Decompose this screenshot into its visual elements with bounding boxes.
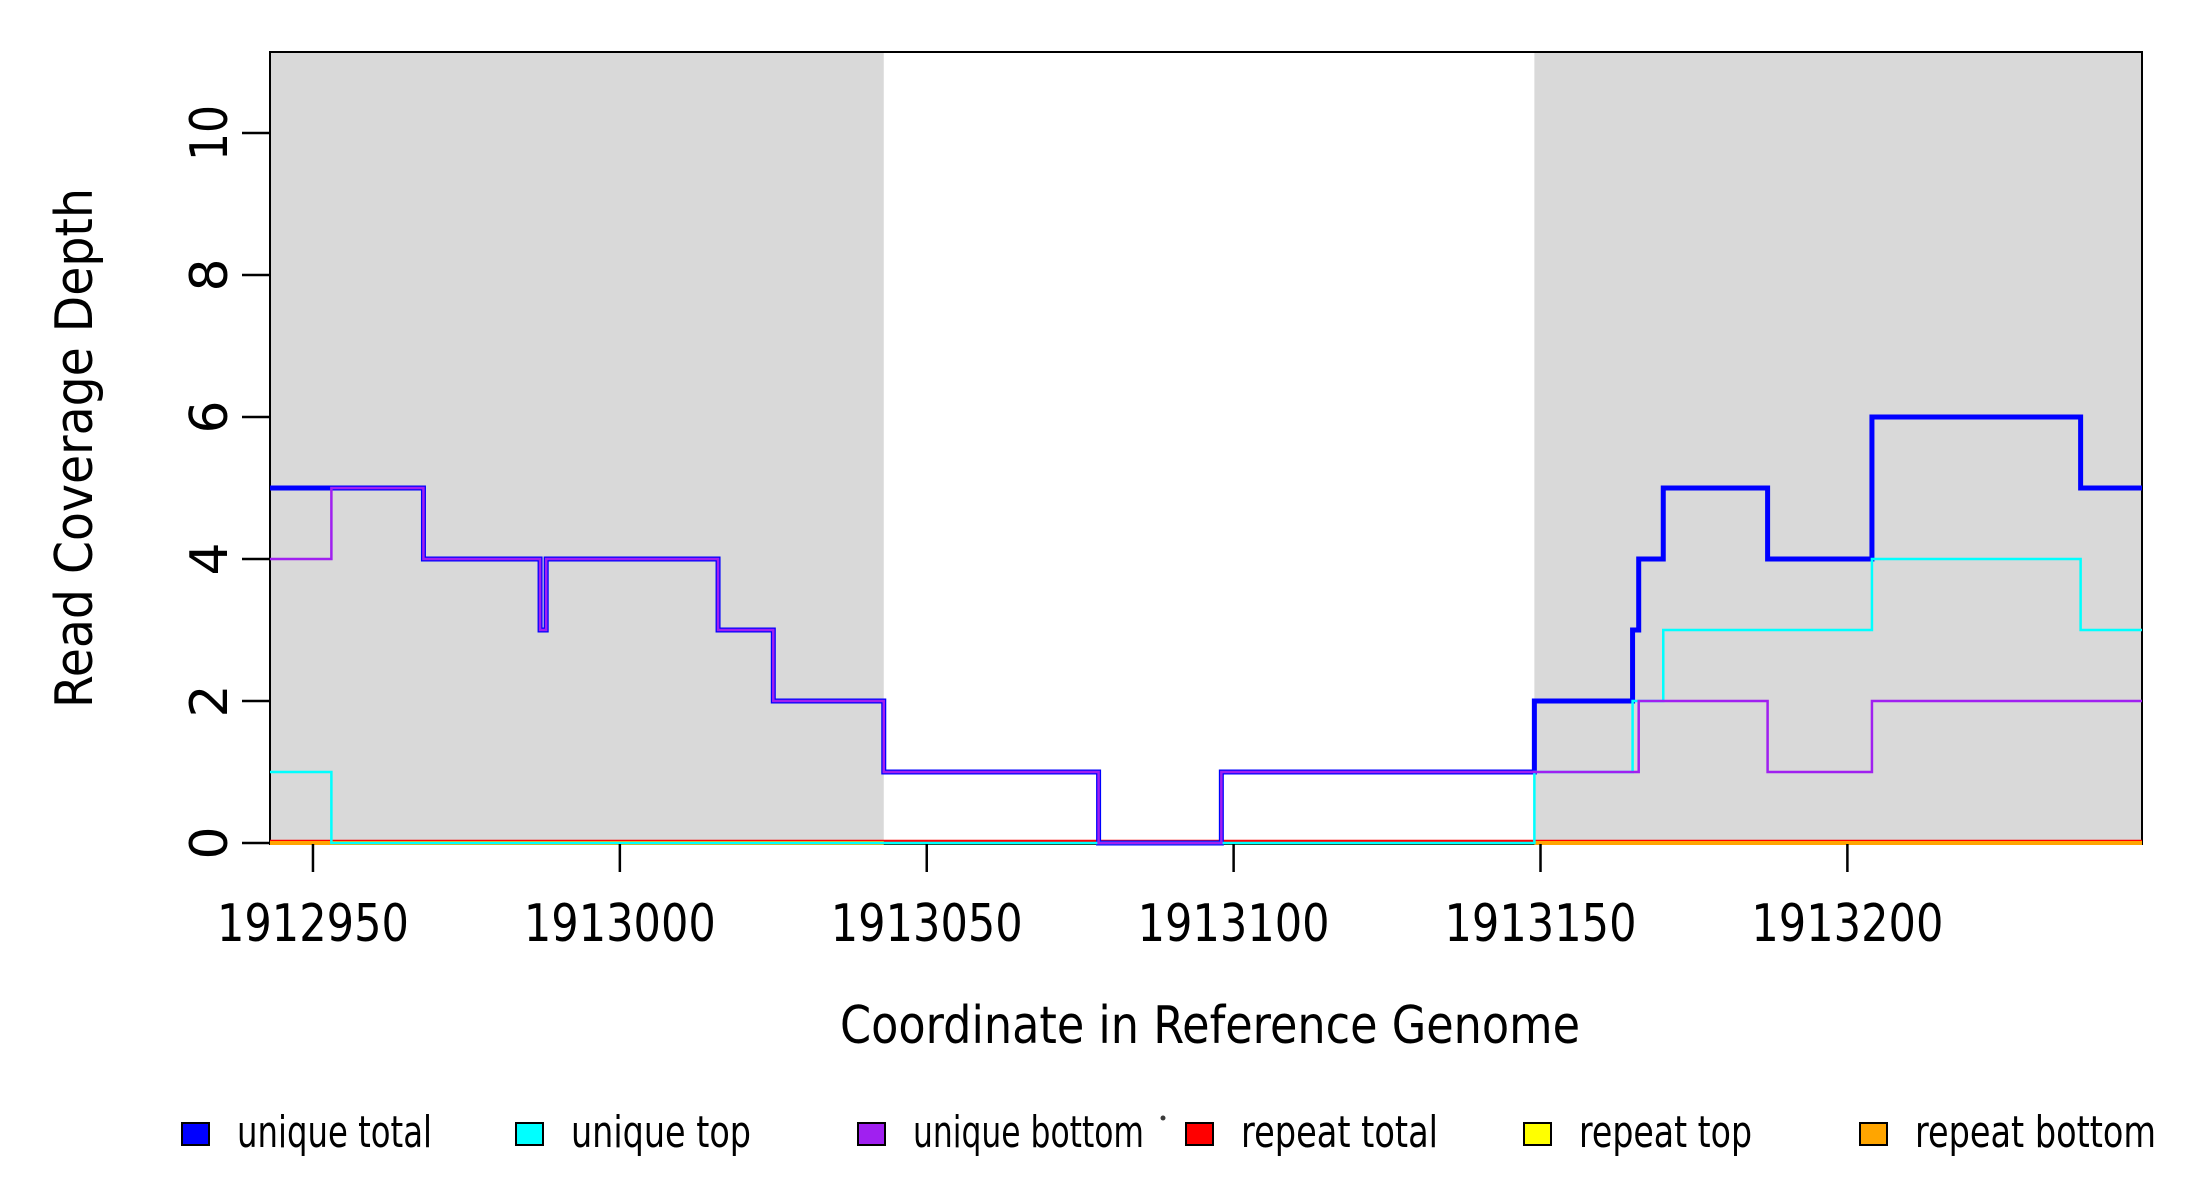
x-tick-label: 1913000 bbox=[524, 894, 716, 954]
legend-item: repeat total bbox=[1185, 1107, 1438, 1158]
legend-label: repeat total bbox=[1241, 1107, 1438, 1158]
x-tick-label: 1912950 bbox=[217, 894, 409, 954]
x-axis-title: Coordinate in Reference Genome bbox=[840, 996, 1580, 1056]
legend: unique total unique top unique bottom repea… bbox=[181, 1107, 2156, 1158]
x-tick-label: 1913050 bbox=[831, 894, 1023, 954]
legend-label: unique top bbox=[571, 1107, 751, 1158]
repeat-region bbox=[1534, 52, 2142, 843]
legend-swatch-repeat-top bbox=[1523, 1122, 1552, 1146]
x-axis: 1912950 1913000 1913050 1913100 1913150 19132… bbox=[217, 844, 1943, 954]
x-tick-label: 1913150 bbox=[1445, 894, 1637, 954]
x-tick-label: 1913100 bbox=[1138, 894, 1330, 954]
legend-item: unique bottom bbox=[857, 1107, 1144, 1158]
legend-label: repeat top bbox=[1579, 1107, 1752, 1158]
repeat-region bbox=[270, 52, 884, 843]
y-tick-label: 2 bbox=[180, 684, 240, 717]
legend-swatch-unique-bottom bbox=[857, 1122, 886, 1146]
stray-mark bbox=[1160, 1115, 1166, 1121]
legend-label: unique total bbox=[237, 1107, 432, 1158]
legend-swatch-unique-total bbox=[181, 1122, 210, 1146]
legend-item: repeat bottom bbox=[1859, 1107, 2156, 1158]
y-tick-label: 0 bbox=[180, 826, 240, 859]
legend-swatch-unique-top bbox=[515, 1122, 544, 1146]
y-tick-label: 8 bbox=[180, 258, 240, 291]
x-tick-label: 1913200 bbox=[1751, 894, 1943, 954]
y-tick-label: 4 bbox=[180, 542, 240, 575]
y-axis: 0 2 4 6 8 10 bbox=[180, 105, 269, 860]
series-line-unique-bottom bbox=[270, 486, 2142, 845]
y-axis-title: Read Coverage Depth bbox=[45, 188, 105, 708]
repeat-region-shading bbox=[270, 52, 2142, 843]
legend-item: unique top bbox=[515, 1107, 751, 1158]
legend-item: unique total bbox=[181, 1107, 432, 1158]
y-tick-label: 10 bbox=[180, 105, 240, 161]
legend-item: repeat top bbox=[1523, 1107, 1752, 1158]
legend-label: repeat bottom bbox=[1915, 1107, 2156, 1158]
y-tick-label: 6 bbox=[180, 400, 240, 433]
legend-label: unique bottom bbox=[913, 1107, 1144, 1158]
legend-swatch-repeat-total bbox=[1185, 1122, 1214, 1146]
coverage-series bbox=[270, 414, 2142, 846]
legend-swatch-repeat-bottom bbox=[1859, 1122, 1888, 1146]
